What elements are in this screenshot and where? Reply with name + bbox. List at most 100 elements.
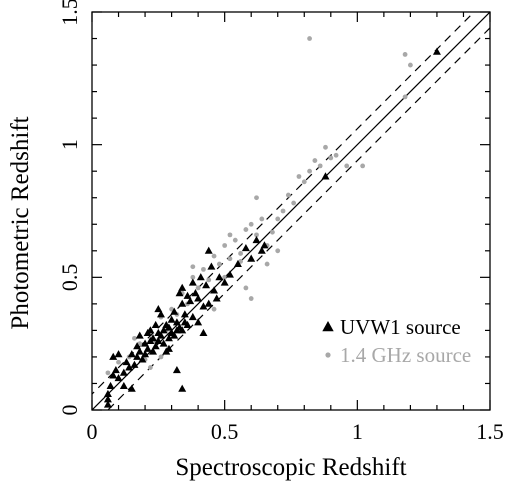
uvw1-point	[260, 241, 269, 249]
radio-point	[285, 192, 291, 198]
uvw1-point	[194, 318, 203, 326]
radio-point	[275, 248, 281, 254]
radio-point	[248, 221, 254, 227]
uvw1-point	[432, 47, 441, 55]
uvw1-point	[321, 172, 330, 180]
uvw1-point	[204, 299, 213, 307]
uvw1-point	[210, 286, 219, 294]
uvw1-point	[146, 326, 155, 334]
radio-point	[264, 261, 270, 267]
radio-point	[195, 285, 201, 291]
y-tick-label: 1	[57, 139, 82, 150]
uvw1-point	[247, 254, 256, 262]
plot-frame	[91, 11, 491, 411]
uvw1-point	[127, 350, 136, 358]
radio-point	[254, 232, 259, 238]
radio-point	[222, 243, 228, 248]
uvw1-point	[127, 384, 136, 392]
x-tick-label: 1	[352, 419, 363, 444]
radio-point	[360, 163, 366, 169]
uvw1-point	[151, 342, 160, 350]
uvw1-point	[175, 289, 184, 297]
radio-point	[344, 163, 350, 169]
uvw1-point	[138, 355, 147, 363]
uvw1-point	[114, 350, 123, 358]
uvw1-point	[202, 281, 211, 289]
radio-point	[116, 359, 121, 365]
radio-point	[158, 354, 164, 360]
legend-circle-marker	[325, 352, 331, 358]
uvw1-point	[159, 339, 168, 347]
x-tick-labels: 0 0.5 1 1.5	[87, 419, 504, 444]
uvw1-point	[103, 395, 112, 403]
reference-lines	[92, 12, 490, 410]
uvw1-point	[170, 331, 179, 339]
x-axis-label: Spectroscopic Redshift	[175, 454, 406, 481]
y-axis-label: Photometric Redshift	[7, 116, 34, 329]
radio-point	[211, 253, 217, 259]
x-tick-label: 0	[87, 419, 98, 444]
one-to-one-line	[92, 12, 490, 410]
uvw1-point	[151, 320, 160, 329]
radio-point	[201, 266, 206, 272]
uvw1-point	[135, 347, 144, 355]
x-tick-label: 1.5	[476, 419, 504, 444]
uvw1-point	[156, 331, 165, 339]
radio-point	[190, 264, 196, 270]
uvw1-point	[188, 278, 197, 286]
uvw1-point	[103, 400, 112, 408]
uvw1-point	[154, 336, 163, 344]
uvw1-point	[252, 235, 261, 244]
uvw1-point	[212, 294, 221, 302]
uvw1-point	[225, 270, 234, 278]
uvw1-point	[135, 331, 144, 339]
radio-point	[238, 251, 243, 256]
uvw1-point	[257, 246, 266, 254]
uvw1-point	[141, 350, 150, 358]
x-tick-label: 0.5	[211, 419, 239, 444]
uvw1-point	[204, 246, 213, 254]
uvw1-point	[194, 294, 203, 302]
radio-point	[307, 168, 312, 174]
uvw1-point	[199, 302, 208, 310]
radio-point	[232, 237, 238, 243]
dashed-offset-line	[92, 12, 475, 395]
uvw1-point	[220, 278, 229, 286]
uvw1-point	[183, 320, 192, 329]
radio-point	[190, 274, 196, 280]
y-tick-label: 0.5	[57, 264, 82, 292]
uvw1-point	[164, 323, 173, 331]
uvw1-point	[143, 344, 152, 352]
radio-point	[216, 261, 222, 267]
uvw1-point	[170, 307, 179, 315]
uvw1-point	[196, 273, 205, 281]
uvw1-point	[186, 297, 195, 305]
uvw1-point	[125, 363, 134, 371]
uvw1-point	[133, 342, 142, 350]
uvw1-point	[141, 339, 150, 347]
legend-label-uvw1: UVW1 source	[340, 315, 461, 339]
dashed-offset-line	[107, 27, 490, 410]
radio-point	[275, 216, 281, 222]
uvw1-point	[199, 328, 208, 336]
radio-point	[147, 365, 153, 370]
radio-point	[211, 306, 217, 312]
radio-point	[301, 179, 307, 185]
radio-point	[227, 256, 233, 262]
radio-point	[227, 232, 233, 238]
legend-label-radio: 1.4 GHz source	[340, 343, 471, 367]
legend-triangle-marker	[322, 321, 334, 332]
radio-point	[206, 277, 212, 283]
uvw1-point	[172, 366, 181, 374]
uvw1-point	[178, 283, 187, 291]
uvw1-point	[133, 352, 142, 360]
uvw1-point	[114, 373, 123, 382]
uvw1-point	[191, 289, 200, 297]
uvw1-point	[130, 360, 139, 368]
uvw1-point	[180, 310, 189, 318]
radio-point	[248, 296, 254, 301]
uvw1-point	[149, 334, 158, 342]
uvw1-point	[167, 315, 176, 323]
radio-point	[259, 216, 265, 222]
